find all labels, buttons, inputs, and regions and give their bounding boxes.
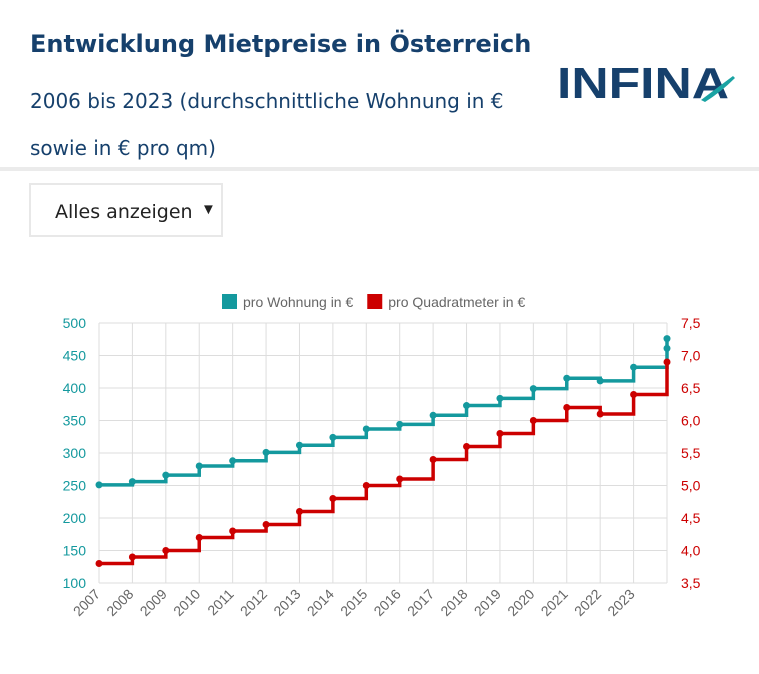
page-subtitle: 2006 bis 2023 (durchschnittliche Wohnung… <box>30 78 530 172</box>
data-point-1 <box>563 404 571 411</box>
logo-swoosh <box>701 76 735 102</box>
data-point-1 <box>396 475 404 483</box>
x-tick-label: 2016 <box>370 586 403 619</box>
y-right-tick-label: 4,0 <box>681 543 701 559</box>
x-tick-label: 2012 <box>237 586 270 619</box>
y-right-tick-label: 5,5 <box>681 445 701 461</box>
y-left-tick-label: 250 <box>63 478 87 494</box>
y-left-tick-label: 100 <box>63 575 87 591</box>
x-tick-label: 2008 <box>103 586 136 619</box>
data-point-0 <box>128 478 136 486</box>
y-right-tick-label: 5,0 <box>681 478 701 494</box>
legend-swatch-0 <box>222 294 237 309</box>
data-point-1 <box>596 410 604 418</box>
y-left-tick-label: 300 <box>63 445 87 461</box>
data-point-1 <box>630 391 638 398</box>
x-tick-label: 2009 <box>137 586 170 619</box>
filter-dropdown-label: Alles anzeigen <box>55 201 193 223</box>
subtitle-line-1: 2006 bis 2023 (durchschnittliche Wohnung… <box>30 89 504 113</box>
data-point-0 <box>195 462 203 470</box>
header-divider <box>0 167 759 171</box>
y-left-tick-label: 500 <box>63 315 87 331</box>
data-point-1 <box>262 521 270 528</box>
data-point-0 <box>396 420 404 428</box>
x-tick-label: 2010 <box>170 586 203 619</box>
y-right-tick-label: 3,5 <box>681 575 701 591</box>
x-tick-label: 2017 <box>404 586 437 619</box>
y-right-tick-label: 6,0 <box>681 413 701 429</box>
x-tick-label: 2020 <box>504 586 537 619</box>
data-point-0 <box>563 374 571 382</box>
y-left-tick-label: 350 <box>63 413 87 429</box>
x-tick-label: 2018 <box>437 586 470 619</box>
data-point-1 <box>496 430 504 437</box>
y-left-tick-label: 200 <box>63 510 87 526</box>
data-point-0 <box>95 481 103 489</box>
filter-dropdown[interactable]: Alles anzeigen ▼ <box>29 183 223 237</box>
caret-down-icon: ▼ <box>201 201 216 218</box>
x-tick-label: 2013 <box>270 586 303 619</box>
data-point-0 <box>362 425 370 433</box>
rent-price-chart: 100 3,5 150 4,0 200 4,5 250 5,0 300 5,5 350 6,0 400 6… <box>63 294 701 619</box>
data-point-1 <box>463 443 471 450</box>
data-point-1 <box>95 560 103 567</box>
data-point-1 <box>295 508 303 515</box>
data-point-0 <box>162 471 170 479</box>
y-left-tick-label: 150 <box>63 543 87 559</box>
y-left-tick-label: 400 <box>63 380 87 396</box>
x-tick-label: 2014 <box>304 586 337 619</box>
series-line-0 <box>99 338 669 487</box>
data-point-1 <box>128 553 136 561</box>
data-point-0 <box>295 441 303 449</box>
data-point-1 <box>529 417 537 424</box>
data-point-0 <box>463 402 471 410</box>
subtitle-line-2: sowie in € pro qm) <box>30 136 216 160</box>
data-point-0 <box>663 335 671 343</box>
y-right-tick-label: 7,5 <box>681 315 701 331</box>
y-right-tick-label: 7,0 <box>681 348 701 364</box>
data-point-0 <box>262 448 270 456</box>
data-point-1 <box>195 534 203 541</box>
infina-logo: INFINA <box>557 59 735 108</box>
y-right-tick-label: 6,5 <box>681 380 701 396</box>
data-point-1 <box>429 456 437 463</box>
x-tick-label: 2021 <box>538 586 571 619</box>
data-point-0 <box>329 433 337 441</box>
y-left-tick-label: 450 <box>63 348 87 364</box>
x-tick-label: 2023 <box>604 586 637 619</box>
data-point-1 <box>362 482 370 489</box>
data-point-1 <box>329 495 337 502</box>
series-line-1 <box>99 362 669 566</box>
data-point-0 <box>529 385 537 393</box>
legend-label-0: pro Wohnung in € <box>243 294 353 310</box>
data-point-0 <box>496 394 504 402</box>
legend-swatch-1 <box>367 294 383 309</box>
x-tick-label: 2011 <box>204 586 237 619</box>
data-point-0 <box>596 377 604 385</box>
data-point-1 <box>663 358 671 366</box>
data-point-1 <box>229 527 237 535</box>
data-point-0 <box>429 411 437 419</box>
page-title: Entwicklung Mietpreise in Österreich <box>30 30 532 58</box>
y-right-tick-label: 4,5 <box>681 510 701 526</box>
x-tick-label: 2022 <box>571 586 604 619</box>
logo-text: INFINA <box>557 59 729 108</box>
legend-label-1: pro Quadratmeter in € <box>388 294 525 310</box>
data-point-0 <box>630 363 638 371</box>
data-point-0 <box>663 344 671 352</box>
data-point-1 <box>162 547 170 554</box>
data-point-0 <box>229 457 237 465</box>
x-tick-label: 2019 <box>471 586 504 619</box>
x-tick-label: 2015 <box>337 586 370 619</box>
